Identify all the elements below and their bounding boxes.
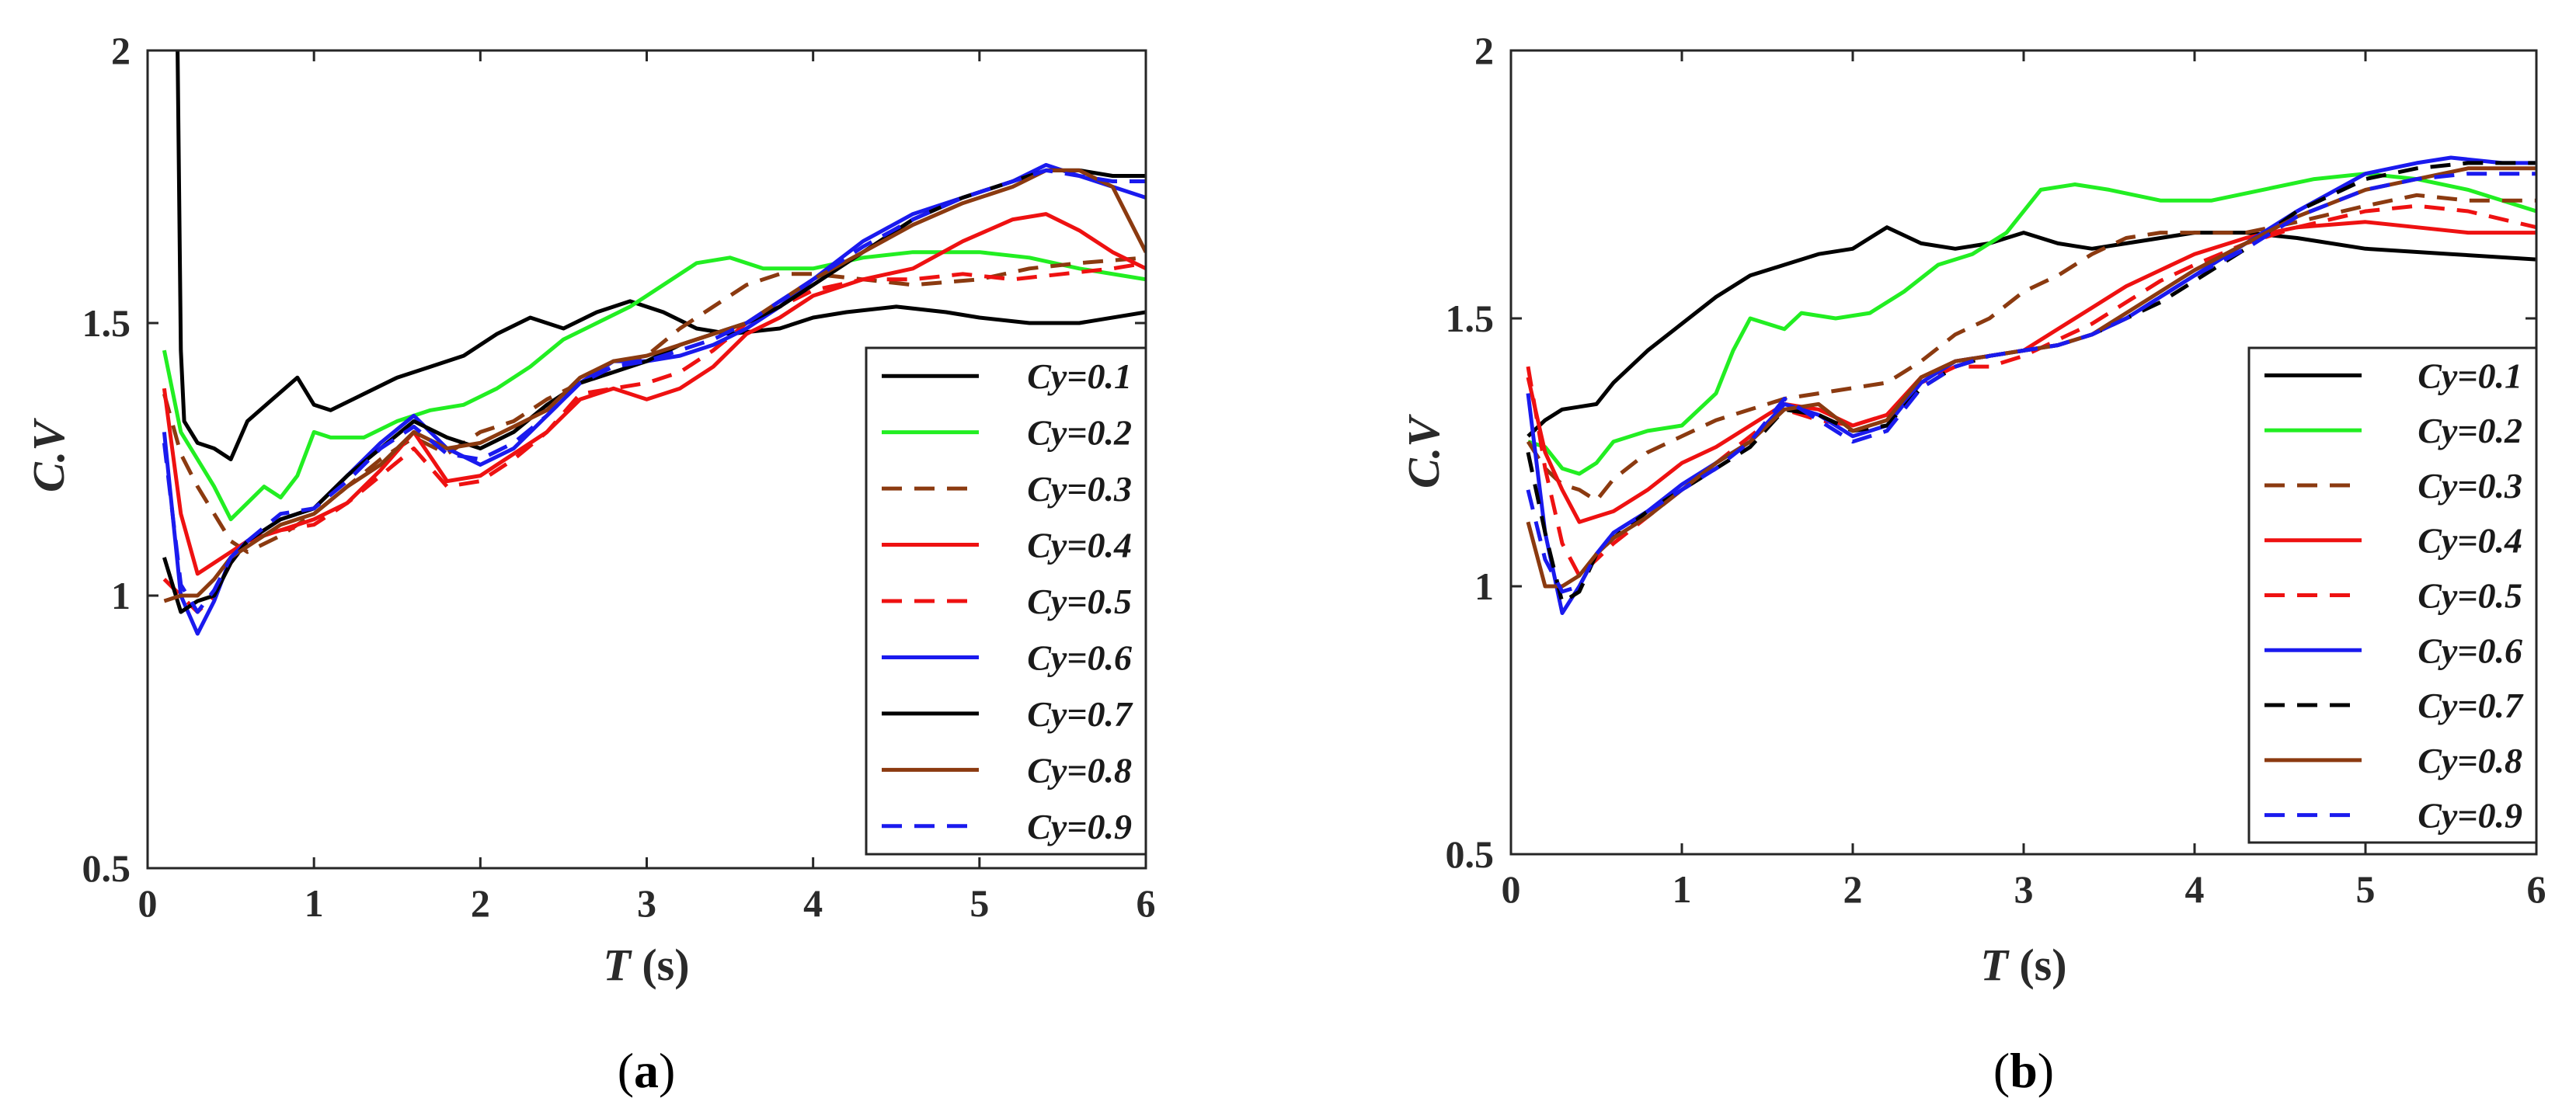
legend-entry-label: Cy=0.9 xyxy=(2418,796,2522,836)
y-tick-label: 1 xyxy=(111,574,131,617)
legend-entry-label: Cy=0.5 xyxy=(2418,576,2522,616)
series-line-cy-0-5 xyxy=(162,261,1146,614)
panel-caption: (b) xyxy=(1993,1043,2054,1098)
x-tick-label: 2 xyxy=(1843,867,1863,911)
caption-open-paren: ( xyxy=(618,1043,634,1098)
x-tick-label: 3 xyxy=(2014,867,2034,911)
y-axis-label: C.V xyxy=(1398,414,1449,488)
x-tick-label: 1 xyxy=(305,881,324,925)
series-line-cy-0-3 xyxy=(1526,193,2536,503)
x-tick-label: 6 xyxy=(2527,867,2546,911)
chart-panel-a: 0 1 2 3 4 5 6 0.5 1 1.5 2 C.V T (s) Cy=0.1 Cy=0.2 Cy=0.… xyxy=(23,29,1156,1098)
series-line-cy-0-2 xyxy=(162,250,1146,522)
y-tick-label: 1.5 xyxy=(82,301,131,345)
series-line-cy-0-9 xyxy=(1526,172,2536,594)
legend-entry-label: Cy=0.2 xyxy=(2418,411,2522,450)
x-tick-label: 3 xyxy=(637,881,656,925)
x-tick-label: 5 xyxy=(969,881,989,925)
x-tick-label: 5 xyxy=(2356,867,2376,911)
x-tick-label: 0 xyxy=(1502,867,1521,911)
panel-caption: (a) xyxy=(618,1043,676,1098)
legend-entry-label: Cy=0.7 xyxy=(1027,694,1133,734)
legend-entry-label: Cy=0.4 xyxy=(1027,526,1132,565)
series-line-cy-0-8 xyxy=(1526,166,2536,589)
legend-entry-label: Cy=0.1 xyxy=(2418,356,2522,395)
x-axis-label-variable: T xyxy=(1980,940,2010,990)
x-tick-label: 4 xyxy=(2185,867,2205,911)
caption-letter: b xyxy=(2010,1043,2038,1098)
x-tick-label: 0 xyxy=(138,881,158,925)
x-axis-label: T (s) xyxy=(603,940,689,990)
series-line-cy-0-1 xyxy=(176,50,1146,461)
x-tick-label: 4 xyxy=(803,881,823,925)
y-tick-label: 1 xyxy=(1474,565,1494,608)
legend-entry-label: Cy=0.4 xyxy=(2418,521,2522,561)
legend-entry-label: Cy=0.7 xyxy=(2418,686,2524,725)
series-line-cy-0-8 xyxy=(163,168,1146,603)
legend-entry-label: Cy=0.5 xyxy=(1027,582,1132,621)
caption-close-paren: ) xyxy=(2038,1043,2054,1098)
caption-letter: a xyxy=(634,1043,659,1098)
y-tick-label: 0.5 xyxy=(1446,832,1495,876)
y-tick-label: 2 xyxy=(111,29,131,72)
chart-panel-b: 0 1 2 3 4 5 6 0.5 1 1.5 2 C.V T (s) Cy=0.1 Cy=0.2 Cy=0.… xyxy=(1398,29,2546,1098)
legend-entry-label: Cy=0.9 xyxy=(1027,807,1132,846)
caption-close-paren: ) xyxy=(659,1043,675,1098)
x-axis-label-unit: (s) xyxy=(631,940,690,990)
x-axis-label-variable: T xyxy=(603,940,632,990)
x-tick-label: 1 xyxy=(1673,867,1692,911)
series-line-cy-0-9 xyxy=(162,168,1146,614)
series-line-cy-0-2 xyxy=(1527,172,2536,476)
legend-entry-label: Cy=0.6 xyxy=(2418,631,2522,670)
legend-entry-label: Cy=0.3 xyxy=(1027,469,1132,509)
caption-open-paren: ( xyxy=(1993,1043,2010,1098)
legend-entry-label: Cy=0.6 xyxy=(1027,638,1132,677)
y-tick-label: 1.5 xyxy=(1446,297,1495,340)
legend-entry-label: Cy=0.8 xyxy=(1027,750,1132,790)
y-tick-label: 2 xyxy=(1474,29,1494,72)
x-axis-label-unit: (s) xyxy=(2008,940,2067,990)
legend-entry-label: Cy=0.3 xyxy=(2418,466,2522,506)
x-axis-label: T (s) xyxy=(1980,940,2066,990)
y-axis-label: C.V xyxy=(23,418,74,492)
y-tick-label: 0.5 xyxy=(82,846,131,890)
x-tick-label: 2 xyxy=(471,881,490,925)
legend-entry-label: Cy=0.1 xyxy=(1027,356,1132,396)
x-tick-label: 6 xyxy=(1137,881,1156,925)
legend-entry-label: Cy=0.2 xyxy=(1027,413,1132,453)
legend-entry-label: Cy=0.8 xyxy=(2418,741,2522,780)
